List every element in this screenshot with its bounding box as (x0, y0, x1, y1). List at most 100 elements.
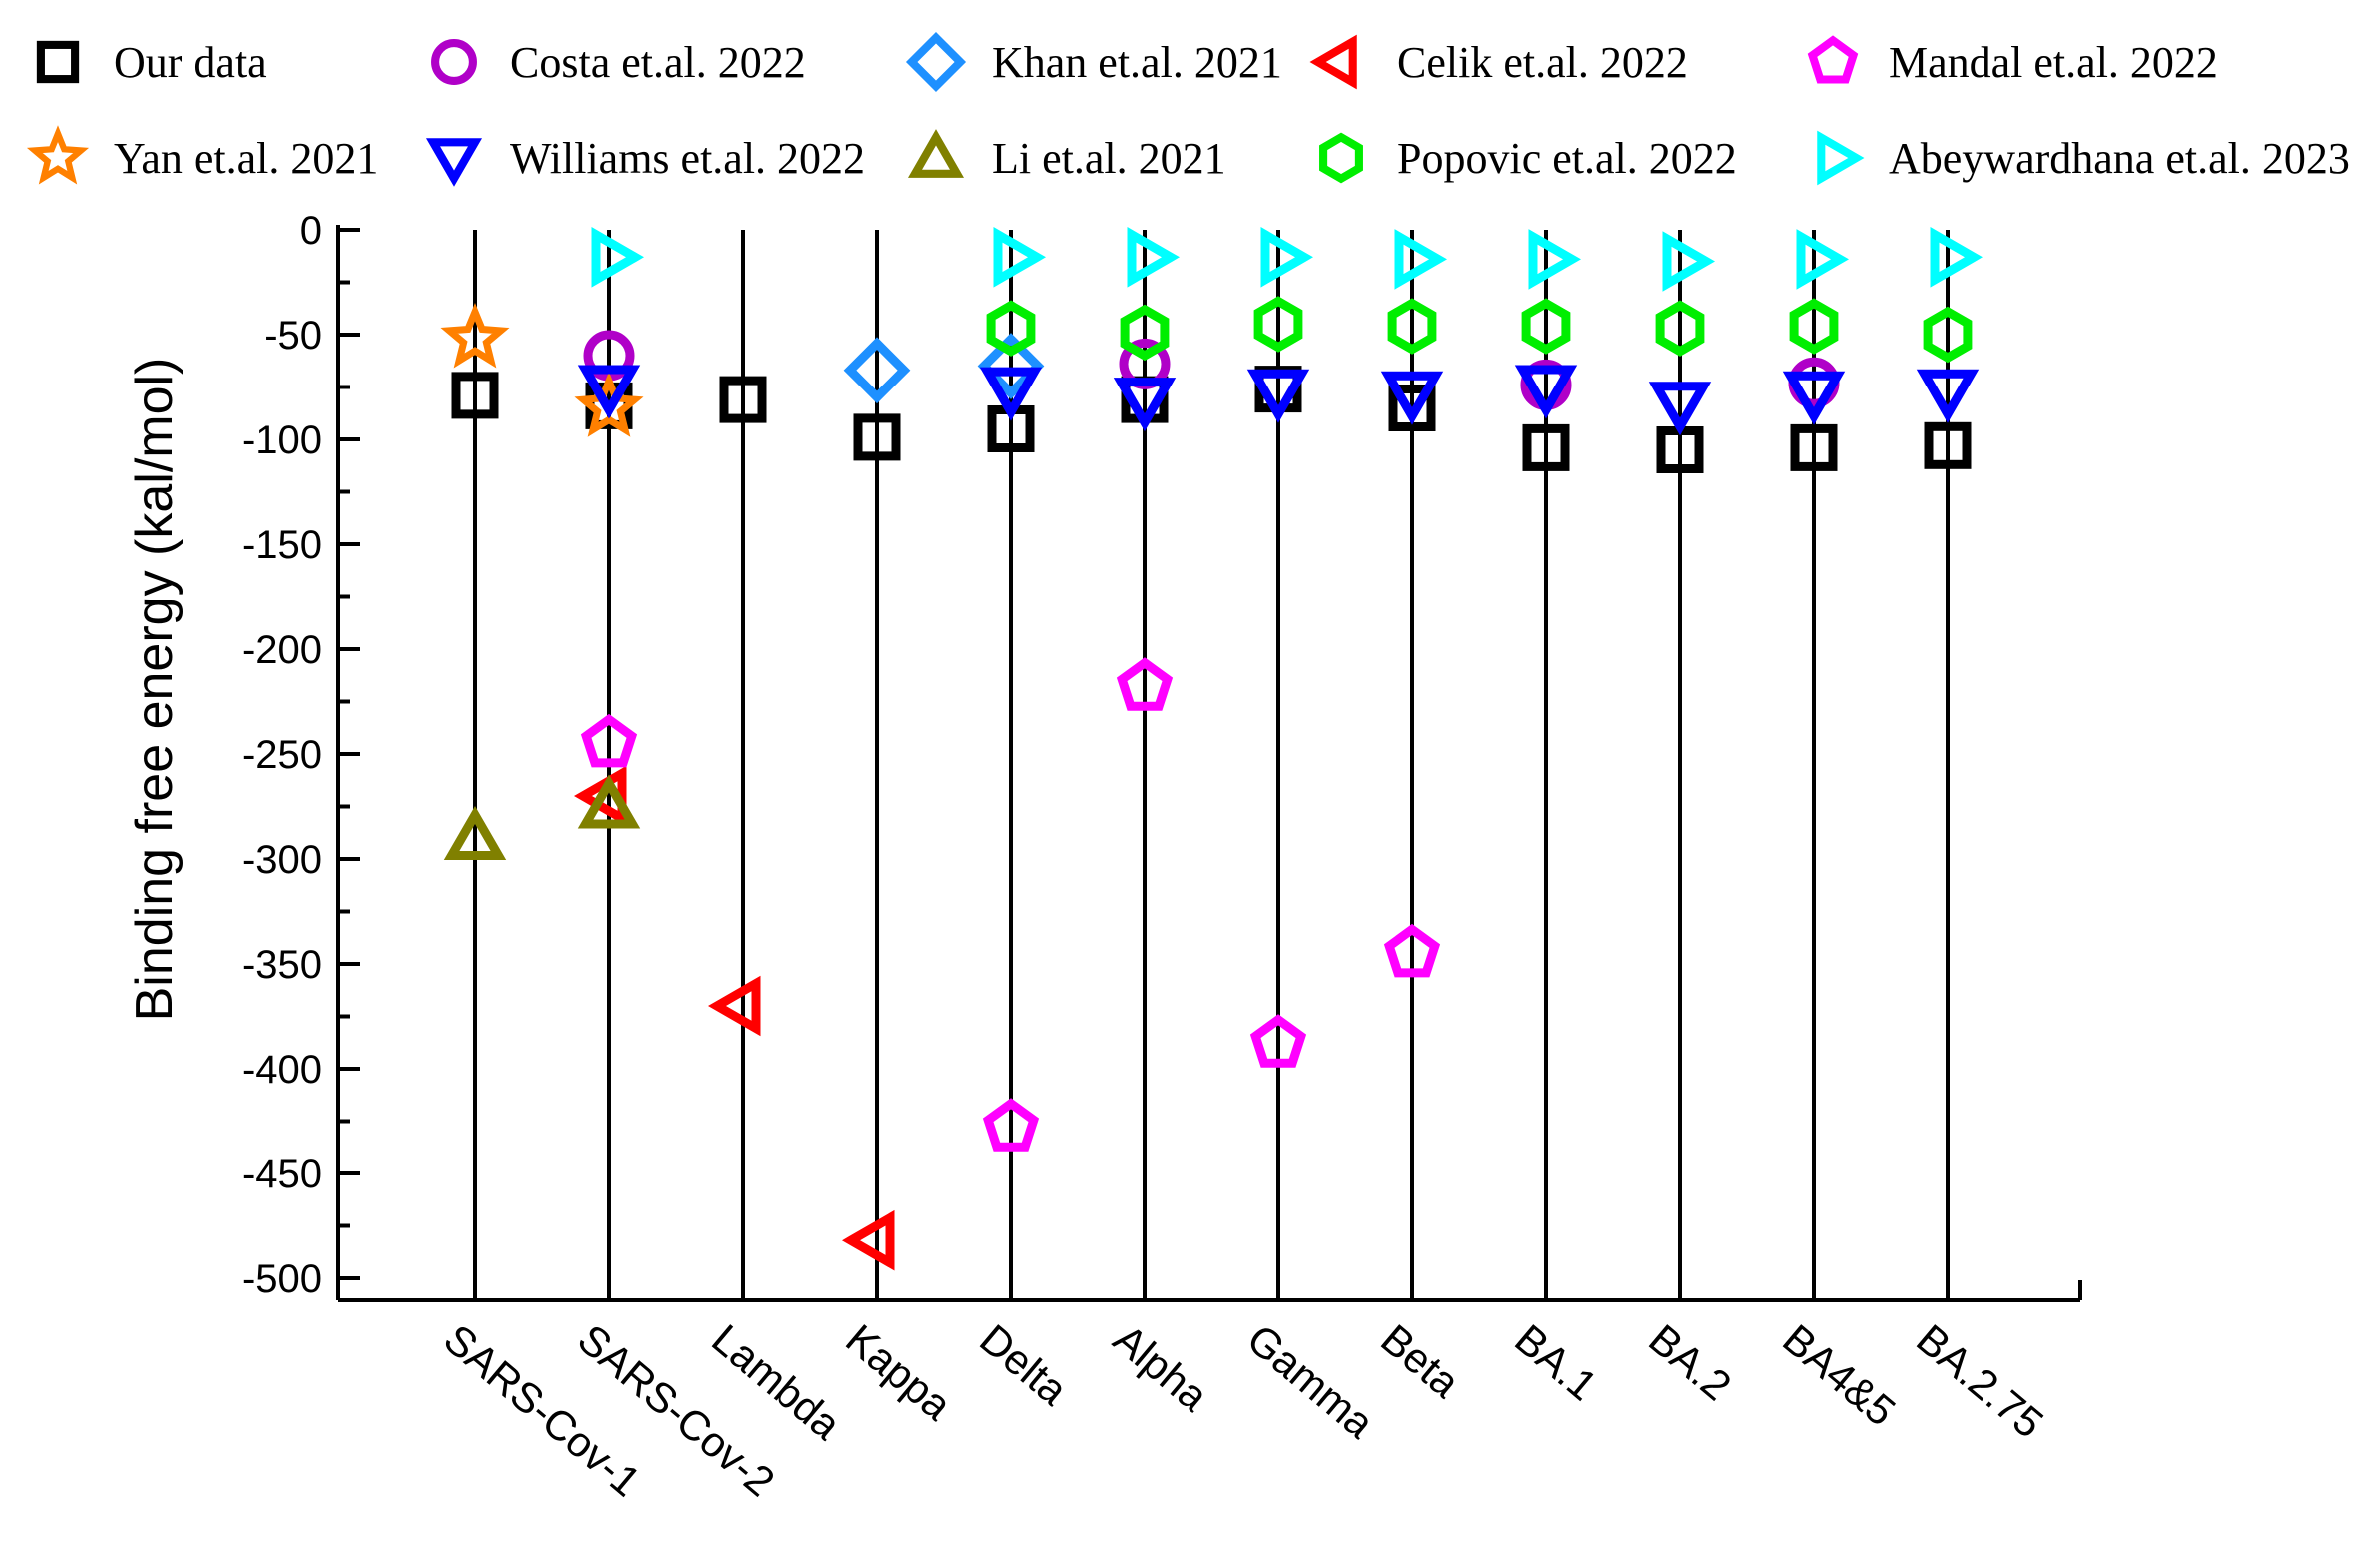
data-point (580, 713, 638, 768)
data-point (1782, 371, 1846, 425)
legend-marker (1309, 34, 1357, 90)
data-point (843, 337, 911, 404)
data-point (574, 372, 644, 437)
y-tick-label: -300 (242, 838, 322, 882)
legend-label: Mandal et.al. 2022 (1889, 38, 2218, 87)
legend: Our data Costa et.al. 2022 Khan et.al. 202… (26, 31, 2350, 187)
data-point (1388, 385, 1436, 431)
data-point (577, 774, 641, 829)
legend-label: Costa et.al. 2022 (510, 38, 806, 87)
x-tick-label: Gamma (1238, 1315, 1383, 1447)
data-point (982, 1098, 1040, 1152)
y-tick-label: -50 (264, 314, 322, 358)
legend-marker (905, 31, 967, 93)
legend-item: Mandal et.al. 2022 (1807, 35, 2218, 87)
legend-item: Costa et.al. 2022 (431, 38, 806, 87)
category-stems (473, 230, 1950, 1300)
legend-item: Yan et.al. 2021 (26, 125, 378, 185)
data-point (1253, 296, 1303, 353)
series-Mandal et.al. 2022 (580, 657, 1441, 1152)
data-point (573, 765, 627, 827)
data-point (577, 365, 641, 419)
data-point (1260, 227, 1314, 288)
data-point (1924, 421, 1972, 469)
data-point (1923, 306, 1973, 364)
legend-marker (907, 129, 965, 178)
data-point (979, 367, 1043, 421)
legend-item: Williams et.al. 2022 (425, 134, 865, 187)
data-point (986, 300, 1036, 357)
data-point (977, 333, 1045, 399)
data-point (451, 372, 499, 419)
legend-item: Abeywardhana et.al. 2023 (1817, 130, 2350, 186)
x-tick-label: Kappa (837, 1315, 961, 1429)
x-tick-label: BA.2.75 (1908, 1315, 2052, 1447)
data-point (440, 302, 510, 369)
data-point (1930, 227, 1983, 288)
series-Yan et.al. 2021 (440, 302, 644, 437)
data-point (1522, 423, 1570, 471)
data-point (1249, 1014, 1307, 1068)
legend-item: Our data (36, 38, 267, 87)
y-tick-label: -150 (242, 523, 322, 567)
series-Li et.al. 2021 (443, 774, 641, 860)
legend-label: Our data (114, 38, 267, 87)
legend-marker (425, 138, 483, 187)
legend-marker (36, 40, 80, 84)
data-point (1116, 657, 1174, 711)
series-Khan et.al. 2021 (843, 333, 1045, 404)
y-tick-label: -350 (242, 943, 322, 987)
legend-label: Popovic et.al. 2022 (1397, 134, 1737, 183)
data-point (1246, 369, 1310, 423)
data-point (591, 227, 645, 288)
legend-marker (1807, 35, 1859, 84)
data-point (1514, 365, 1578, 419)
y-tick-label: 0 (300, 209, 322, 253)
series-Williams et.al. 2022 (577, 365, 1980, 436)
y-axis-label: Binding free energy (kal/mol) (126, 358, 184, 1022)
y-tick-label: -450 (242, 1153, 322, 1196)
series-Popovic et.al. 2022 (986, 296, 1973, 364)
legend-label: Yan et.al. 2021 (114, 134, 378, 183)
legend-item: Popovic et.al. 2022 (1319, 132, 1737, 184)
x-tick-label: BA.2 (1640, 1315, 1740, 1410)
data-point (841, 1209, 895, 1271)
x-tick-label: Alpha (1105, 1315, 1217, 1420)
legend-item: Celik et.al. 2022 (1309, 34, 1688, 90)
legend-label: Williams et.al. 2022 (510, 134, 865, 183)
data-point (1127, 227, 1181, 288)
data-point (1383, 923, 1441, 978)
legend-item: Khan et.al. 2021 (905, 31, 1282, 93)
data-point (1916, 369, 1980, 423)
series-Our data (451, 366, 1972, 473)
data-point (1789, 298, 1839, 355)
data-point (853, 413, 901, 461)
series-Celik et.al. 2022 (573, 765, 895, 1271)
data-point (1796, 229, 1850, 290)
y-tick-label: -250 (242, 733, 322, 777)
legend-marker (1817, 130, 1865, 186)
y-tick-label: -400 (242, 1048, 322, 1092)
x-tick-label: Delta (971, 1315, 1077, 1414)
data-point (1662, 231, 1716, 292)
legend-label: Celik et.al. 2022 (1397, 38, 1688, 87)
legend-label: Khan et.al. 2021 (992, 38, 1282, 87)
legend-marker (431, 39, 477, 85)
data-points (440, 227, 1983, 1271)
data-point (1790, 423, 1838, 471)
x-tick-label: BA.1 (1506, 1315, 1606, 1410)
data-point (1648, 382, 1712, 436)
legend-marker (26, 125, 90, 185)
series-Costa et.al. 2022 (583, 330, 1840, 410)
x-tick-label: BA4&5 (1774, 1315, 1904, 1435)
data-point (1521, 298, 1571, 355)
data-point (1380, 371, 1444, 425)
y-tick-label: -500 (242, 1257, 322, 1301)
data-point (1528, 229, 1582, 290)
data-point (1113, 378, 1177, 432)
y-tick-label: -200 (242, 628, 322, 672)
legend-item: Li et.al. 2021 (907, 129, 1226, 183)
data-point (1120, 304, 1170, 362)
y-ticks: 0 -50 -100 -150 -200 -250 -300 -350 -400 -450 -500 (242, 209, 360, 1301)
